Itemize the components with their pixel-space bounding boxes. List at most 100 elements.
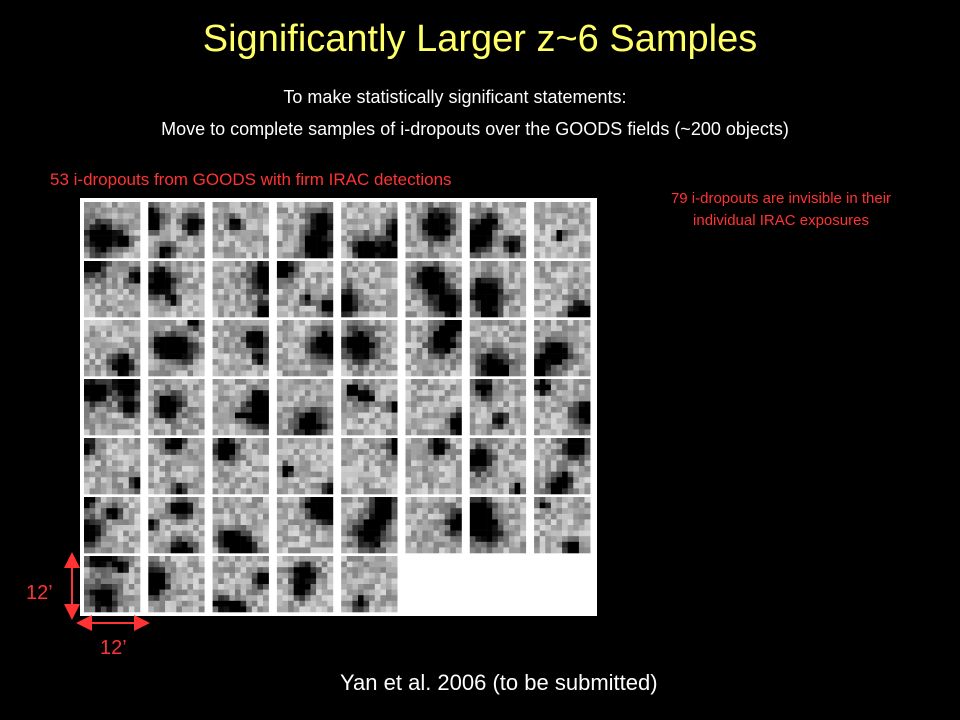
pixel	[159, 595, 166, 602]
pixel	[503, 283, 510, 290]
pixel	[346, 289, 353, 295]
pixel	[427, 266, 434, 273]
pixel	[106, 294, 113, 301]
pixel	[481, 390, 487, 397]
pixel	[128, 589, 135, 596]
pixel	[128, 320, 135, 326]
pixel	[153, 395, 160, 402]
pixel	[475, 438, 482, 444]
pixel	[170, 336, 177, 343]
pixel	[545, 477, 552, 484]
pixel	[223, 443, 230, 450]
pixel	[165, 595, 171, 602]
pixel	[235, 218, 241, 225]
pixel	[346, 246, 353, 253]
pixel	[117, 311, 124, 318]
pixel	[346, 364, 353, 371]
pixel	[112, 218, 118, 225]
pixel	[100, 547, 107, 554]
pixel	[405, 401, 412, 408]
pixel	[106, 401, 113, 408]
pixel	[486, 454, 493, 461]
pixel	[439, 359, 445, 366]
pixel	[450, 218, 457, 225]
pixel	[282, 438, 289, 444]
pixel	[374, 305, 381, 312]
pixel	[363, 508, 370, 515]
pixel	[550, 466, 557, 472]
pixel	[341, 261, 348, 267]
pixel	[117, 407, 124, 413]
pixel	[503, 443, 510, 450]
pixel	[374, 331, 381, 338]
pixel	[321, 547, 328, 554]
pixel	[106, 320, 113, 326]
pixel	[148, 438, 155, 444]
pixel	[363, 401, 370, 408]
pixel	[251, 294, 258, 301]
thumbnail	[212, 261, 269, 318]
pixel	[469, 370, 476, 377]
pixel	[229, 466, 236, 472]
pixel	[439, 272, 445, 279]
pixel	[134, 277, 141, 284]
pixel	[282, 277, 289, 284]
pixel	[276, 202, 283, 208]
pixel	[218, 294, 225, 301]
pixel	[469, 547, 476, 554]
pixel	[282, 305, 289, 312]
pixel	[358, 525, 364, 531]
pixel	[481, 384, 487, 391]
pixel	[176, 370, 183, 377]
pixel	[95, 477, 102, 484]
pixel	[257, 379, 264, 385]
pixel	[562, 266, 568, 273]
pixel	[235, 454, 241, 461]
pixel	[492, 519, 499, 526]
pixel	[310, 443, 317, 450]
pixel	[327, 412, 334, 419]
pixel	[520, 519, 527, 526]
pixel	[427, 207, 434, 214]
pixel	[486, 513, 493, 520]
pixel	[386, 429, 392, 436]
pixel	[391, 384, 398, 391]
pixel	[170, 370, 177, 377]
pixel	[374, 252, 381, 259]
pixel	[165, 401, 171, 408]
pixel	[181, 466, 188, 472]
pixel	[584, 359, 591, 366]
pixel	[509, 224, 515, 231]
pixel	[556, 364, 563, 371]
pixel	[550, 412, 557, 419]
pixel	[316, 331, 322, 338]
pixel	[567, 224, 574, 231]
pixel	[304, 466, 311, 472]
pixel	[503, 224, 510, 231]
pixel	[181, 353, 188, 360]
pixel	[481, 252, 487, 259]
pixel	[416, 395, 423, 402]
pixel	[187, 395, 194, 402]
pixel	[106, 547, 113, 554]
pixel	[411, 235, 417, 242]
pixel	[363, 454, 370, 461]
pixel	[481, 379, 487, 385]
pixel	[304, 252, 311, 259]
pixel	[509, 407, 515, 413]
pixel	[433, 364, 440, 371]
pixel	[534, 519, 540, 526]
pixel	[100, 390, 107, 397]
pixel	[352, 235, 359, 242]
pixel	[276, 423, 283, 430]
pixel	[545, 364, 552, 371]
pixel	[117, 449, 124, 456]
pixel	[386, 525, 392, 531]
pixel	[556, 218, 563, 225]
pixel	[123, 364, 130, 371]
pixel	[416, 320, 423, 326]
pixel	[246, 283, 253, 290]
pixel	[251, 213, 258, 220]
pixel	[223, 289, 230, 295]
